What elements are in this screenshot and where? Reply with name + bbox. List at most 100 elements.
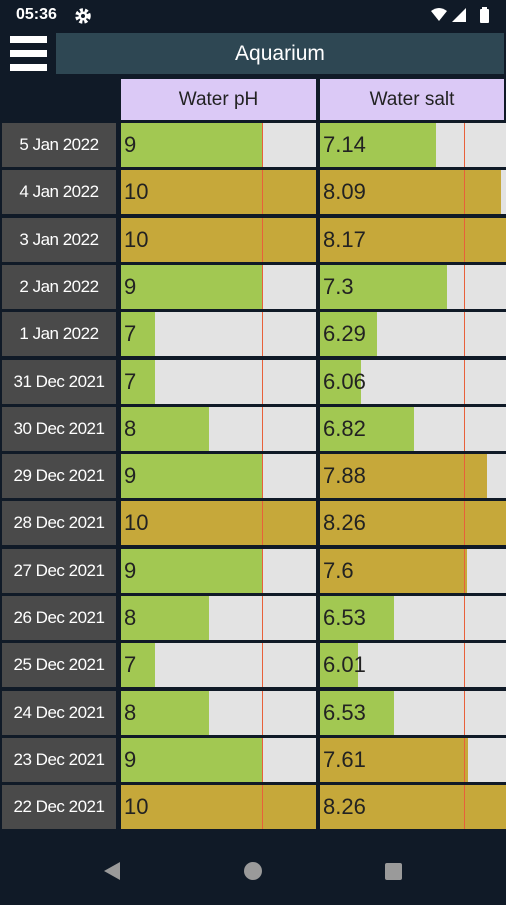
value-bar [121, 406, 209, 451]
value-cell: 8 [121, 690, 316, 735]
value-bar [121, 359, 155, 404]
limit-line [463, 264, 465, 309]
value-bar [320, 548, 468, 593]
limit-line [262, 264, 264, 309]
value-text: 6.06 [323, 368, 366, 394]
value-cell: 8.17 [320, 217, 506, 262]
value-bar [121, 264, 263, 309]
value-bar [320, 406, 414, 451]
value-bar [121, 548, 263, 593]
value-text: 8.17 [323, 226, 366, 252]
limit-line [463, 359, 465, 404]
back-button[interactable] [104, 862, 120, 880]
limit-line [262, 217, 264, 262]
limit-line [463, 406, 465, 451]
clock: 05:36 [16, 6, 57, 23]
value-text: 6.01 [323, 652, 366, 678]
limit-line [262, 406, 264, 451]
limit-line [262, 548, 264, 593]
value-cell: 6.06 [320, 359, 506, 404]
value-cell: 9 [121, 737, 316, 782]
value-cell: 7.88 [320, 454, 506, 499]
value-cell: 7 [121, 312, 316, 357]
value-bar [121, 501, 316, 546]
home-button[interactable] [244, 862, 262, 880]
limit-line [262, 454, 264, 499]
date-cell: 30 Dec 2021 [2, 406, 116, 451]
value-text: 7.88 [323, 463, 366, 489]
value-cell: 6.82 [320, 406, 506, 451]
limit-line [463, 690, 465, 735]
limit-line [463, 737, 465, 782]
value-text: 9 [124, 557, 137, 583]
value-cell: 7.3 [320, 264, 506, 309]
limit-line [463, 123, 465, 167]
value-text: 9 [124, 746, 137, 772]
value-text: 8 [124, 605, 137, 630]
limit-line [463, 501, 465, 546]
limit-line [463, 643, 465, 688]
recents-button[interactable] [385, 863, 402, 880]
value-text: 7.14 [323, 132, 366, 157]
date-cell: 4 Jan 2022 [2, 170, 116, 215]
date-cell: 5 Jan 2022 [2, 123, 116, 167]
date-cell: 25 Dec 2021 [2, 643, 116, 688]
system-icons [431, 7, 489, 23]
nav-buttons [104, 862, 402, 880]
value-bar [121, 454, 263, 499]
date-cell: 3 Jan 2022 [2, 217, 116, 262]
value-text: 6.53 [323, 605, 366, 630]
value-bar [320, 264, 447, 309]
value-text: 10 [124, 510, 149, 536]
value-text: 8.09 [323, 179, 366, 205]
value-bar [121, 312, 155, 357]
value-text: 8.26 [323, 794, 366, 820]
limit-line [262, 170, 264, 215]
value-bar [320, 312, 378, 357]
date-cell: 1 Jan 2022 [2, 312, 116, 357]
value-cell: 7.14 [320, 123, 506, 167]
date-cell: 28 Dec 2021 [2, 501, 116, 546]
column-header[interactable]: Water salt [320, 79, 504, 120]
limit-line [463, 454, 465, 499]
value-cell: 7 [121, 359, 316, 404]
date-cell: 29 Dec 2021 [2, 454, 116, 499]
value-bar [121, 123, 263, 167]
date-cell: 2 Jan 2022 [2, 264, 116, 309]
value-text: 9 [124, 132, 137, 157]
value-bar [320, 690, 394, 735]
limit-line [262, 123, 264, 167]
limit-line [262, 501, 264, 546]
date-cell: 22 Dec 2021 [2, 785, 116, 830]
limit-line [262, 643, 264, 688]
value-cell: 8 [121, 406, 316, 451]
value-text: 9 [124, 273, 137, 299]
value-text: 7.61 [323, 746, 366, 772]
value-bar [320, 454, 487, 499]
value-cell: 7 [121, 643, 316, 688]
value-bar [121, 690, 209, 735]
value-bar [121, 596, 209, 640]
value-bar [320, 123, 436, 167]
value-cell: 8.26 [320, 785, 506, 830]
value-cell: 8 [121, 596, 316, 640]
date-cell: 27 Dec 2021 [2, 548, 116, 593]
value-cell: 10 [121, 170, 316, 215]
value-bar [121, 737, 263, 782]
value-text: 6.29 [323, 321, 366, 347]
limit-line [262, 737, 264, 782]
date-cell: 24 Dec 2021 [2, 690, 116, 735]
column-header[interactable]: Water pH [121, 79, 316, 120]
value-text: 8 [124, 699, 137, 725]
menu-button[interactable] [10, 36, 47, 72]
value-bar [320, 737, 469, 782]
value-text: 9 [124, 463, 137, 489]
value-bar [320, 501, 506, 546]
value-cell: 10 [121, 785, 316, 830]
date-cell: 31 Dec 2021 [2, 359, 116, 404]
value-bar [121, 170, 316, 215]
value-bar [320, 785, 506, 830]
value-cell: 8.26 [320, 501, 506, 546]
limit-line [262, 596, 264, 640]
